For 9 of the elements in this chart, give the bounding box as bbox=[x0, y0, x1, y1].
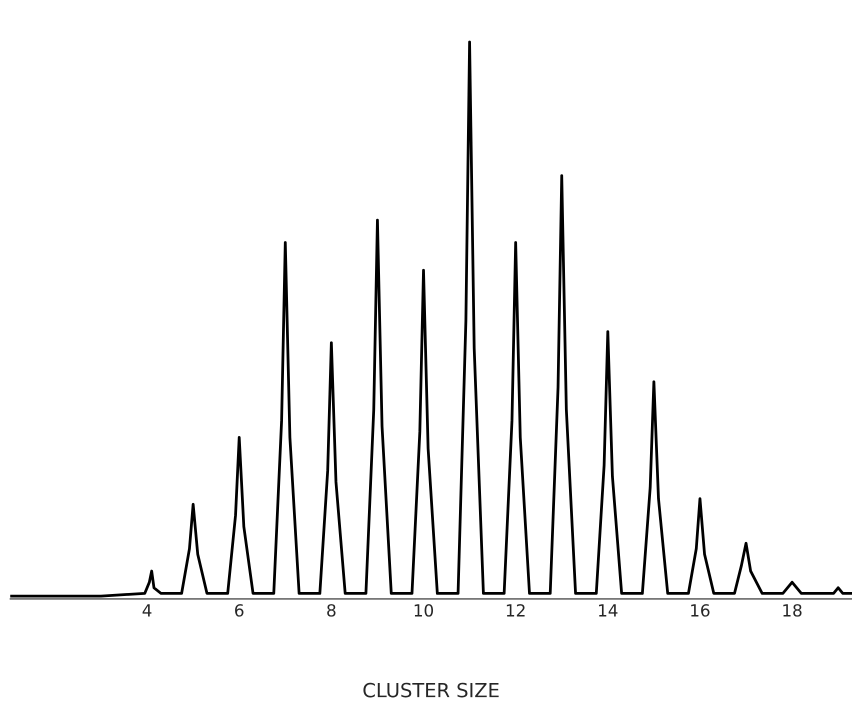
x-tick-label: 10 bbox=[414, 604, 434, 617]
x-axis-title: CLUSTER SIZE bbox=[363, 682, 499, 698]
x-tick-label: 14 bbox=[599, 604, 618, 616]
x-tick-label: 6 bbox=[235, 604, 244, 617]
x-tick-label: 18 bbox=[783, 604, 802, 617]
x-tick-label: 4 bbox=[142, 604, 152, 616]
x-tick-label: 16 bbox=[691, 604, 710, 617]
x-tick-label: 8 bbox=[327, 604, 336, 617]
x-tick-label: 12 bbox=[506, 604, 525, 616]
